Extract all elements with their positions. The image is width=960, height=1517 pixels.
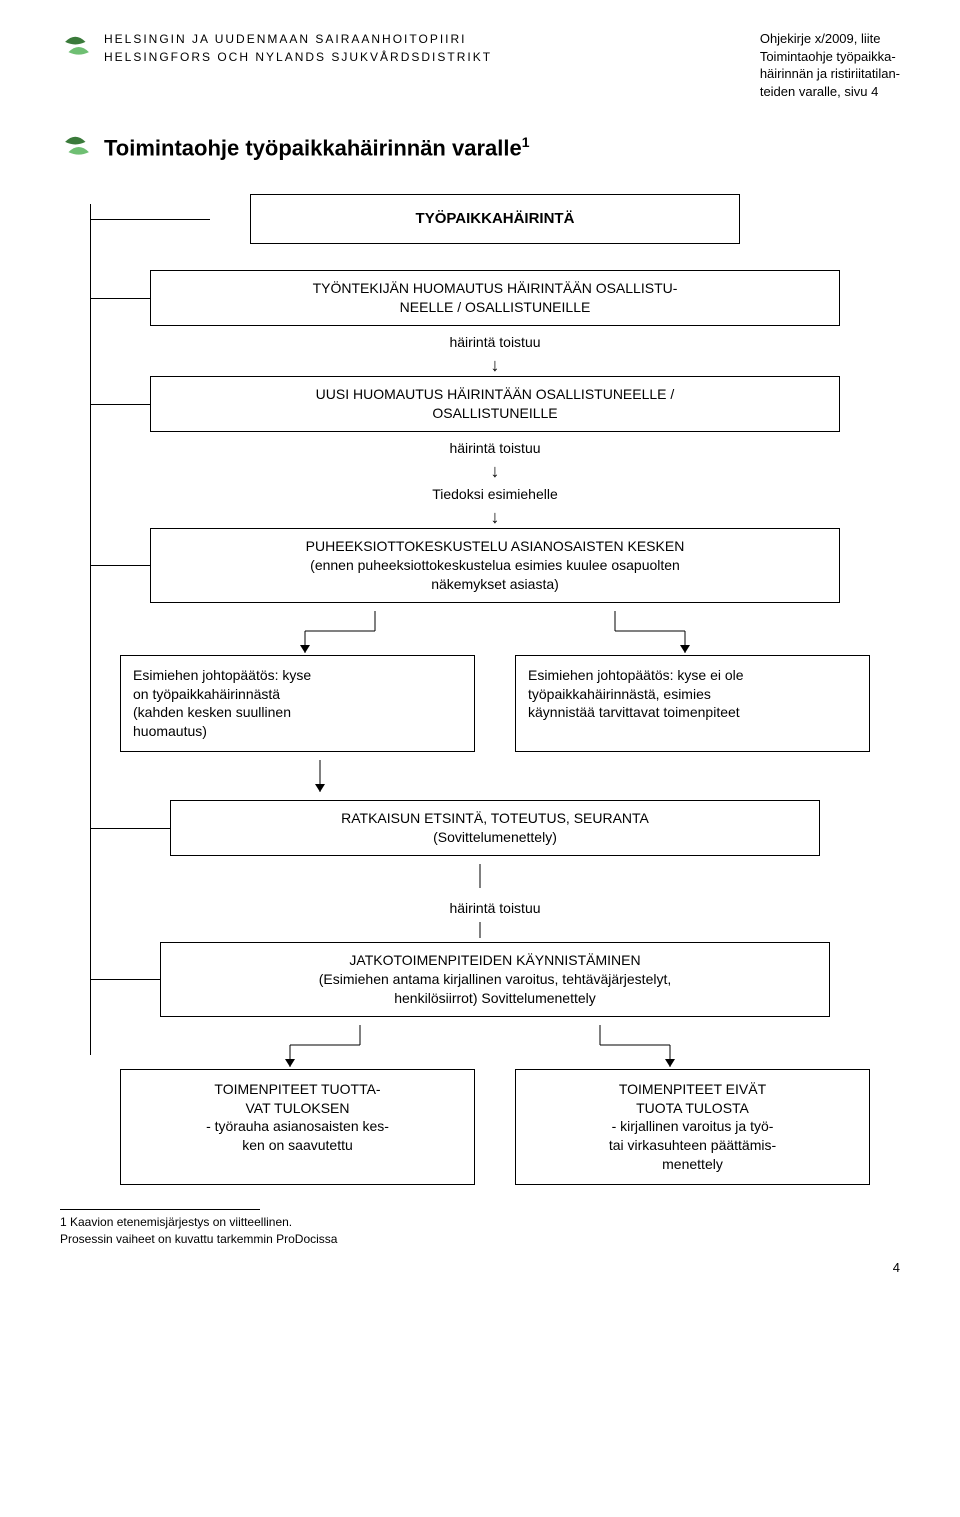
txt-inform: Tiedoksi esimiehelle bbox=[90, 486, 900, 502]
org-logo-icon bbox=[60, 30, 94, 64]
flow-row-discuss: PUHEEKSIOTTOKESKUSTELU ASIANOSAISTEN KES… bbox=[90, 528, 900, 603]
flow-row-root: TYÖPAIKKAHÄIRINTÄ bbox=[90, 194, 900, 244]
box-decision-yes: Esimiehen johtopäätös: kyseon työpaikkah… bbox=[120, 655, 475, 753]
fork-connector bbox=[105, 611, 885, 661]
footnotes: 1 Kaavion etenemisjärjestys on viitteell… bbox=[60, 1209, 900, 1248]
txt-repeat2: häirintä toistuu bbox=[90, 440, 900, 456]
connector bbox=[90, 828, 170, 829]
connector bbox=[90, 219, 210, 220]
flow-row-solution: RATKAISUN ETSINTÄ, TOTEUTUS, SEURANTA(So… bbox=[90, 800, 900, 856]
box-decision-no: Esimiehen johtopäätös: kyse ei oletyöpai… bbox=[515, 655, 870, 753]
flow-row-followup: JATKOTOIMENPITEIDEN KÄYNNISTÄMINEN(Esimi… bbox=[90, 942, 900, 1017]
flow-spine bbox=[90, 204, 91, 1055]
box-followup: JATKOTOIMENPITEIDEN KÄYNNISTÄMINEN(Esimi… bbox=[160, 942, 830, 1017]
connector-down bbox=[90, 922, 870, 942]
connector-down bbox=[90, 864, 870, 894]
flow-row-results: TOIMENPITEET TUOTTA-VAT TULOKSEN- työrau… bbox=[120, 1069, 870, 1185]
box-result-no: TOIMENPITEET EIVÄTTUOTA TULOSTA- kirjall… bbox=[515, 1069, 870, 1185]
box-notice1: TYÖNTEKIJÄN HUOMAUTUS HÄIRINTÄÄN OSALLIS… bbox=[150, 270, 840, 326]
hdr-right-2: Toimintaohje työpaikka- bbox=[760, 48, 900, 66]
section-title-row: Toimintaohje työpaikkahäirinnän varalle1 bbox=[60, 130, 900, 164]
flowchart: TYÖPAIKKAHÄIRINTÄ TYÖNTEKIJÄN HUOMAUTUS … bbox=[90, 194, 900, 1185]
header-right: Ohjekirje x/2009, liite Toimintaohje työ… bbox=[760, 30, 900, 100]
flow-row-notice2: UUSI HUOMAUTUS HÄIRINTÄÄN OSALLISTUNEELL… bbox=[90, 376, 900, 432]
hdr-right-3: häirinnän ja ristiriitatilan- bbox=[760, 65, 900, 83]
connector-down bbox=[90, 760, 870, 800]
footnote-1: 1 Kaavion etenemisjärjestys on viitteell… bbox=[60, 1214, 900, 1231]
connector bbox=[90, 979, 160, 980]
section-logo-icon bbox=[60, 130, 94, 164]
connector bbox=[90, 404, 150, 405]
title-footnote-ref: 1 bbox=[522, 134, 530, 150]
org-line2: HELSINGFORS OCH NYLANDS SJUKVÅRDSDISTRIK… bbox=[104, 48, 492, 66]
hdr-right-4: teiden varalle, sivu 4 bbox=[760, 83, 900, 101]
hdr-right-1: Ohjekirje x/2009, liite bbox=[760, 30, 900, 48]
box-solution: RATKAISUN ETSINTÄ, TOTEUTUS, SEURANTA(So… bbox=[170, 800, 820, 856]
arrow-down-icon: ↓ bbox=[90, 462, 900, 480]
section-title: Toimintaohje työpaikkahäirinnän varalle1 bbox=[104, 134, 530, 161]
title-text: Toimintaohje työpaikkahäirinnän varalle bbox=[104, 135, 522, 160]
connector bbox=[90, 298, 150, 299]
connector bbox=[90, 565, 150, 566]
page-number: 4 bbox=[60, 1260, 900, 1275]
box-notice2: UUSI HUOMAUTUS HÄIRINTÄÄN OSALLISTUNEELL… bbox=[150, 376, 840, 432]
org-name: HELSINGIN JA UUDENMAAN SAIRAANHOITOPIIRI… bbox=[104, 30, 492, 66]
header-left: HELSINGIN JA UUDENMAAN SAIRAANHOITOPIIRI… bbox=[60, 30, 492, 66]
flow-row-notice1: TYÖNTEKIJÄN HUOMAUTUS HÄIRINTÄÄN OSALLIS… bbox=[90, 270, 900, 326]
arrow-down-icon: ↓ bbox=[90, 356, 900, 374]
box-result-yes: TOIMENPITEET TUOTTA-VAT TULOKSEN- työrau… bbox=[120, 1069, 475, 1185]
page-header: HELSINGIN JA UUDENMAAN SAIRAANHOITOPIIRI… bbox=[60, 30, 900, 100]
footnote-2: Prosessin vaiheet on kuvattu tarkemmin P… bbox=[60, 1231, 900, 1248]
box-discuss: PUHEEKSIOTTOKESKUSTELU ASIANOSAISTEN KES… bbox=[150, 528, 840, 603]
box-root: TYÖPAIKKAHÄIRINTÄ bbox=[250, 194, 740, 244]
txt-repeat3: häirintä toistuu bbox=[90, 900, 900, 916]
arrow-down-icon: ↓ bbox=[90, 508, 900, 526]
footnote-separator bbox=[60, 1209, 260, 1210]
txt-repeat1: häirintä toistuu bbox=[90, 334, 900, 350]
fork-connector bbox=[90, 1025, 870, 1075]
flow-row-decisions: Esimiehen johtopäätös: kyseon työpaikkah… bbox=[120, 655, 870, 753]
org-line1: HELSINGIN JA UUDENMAAN SAIRAANHOITOPIIRI bbox=[104, 30, 492, 48]
